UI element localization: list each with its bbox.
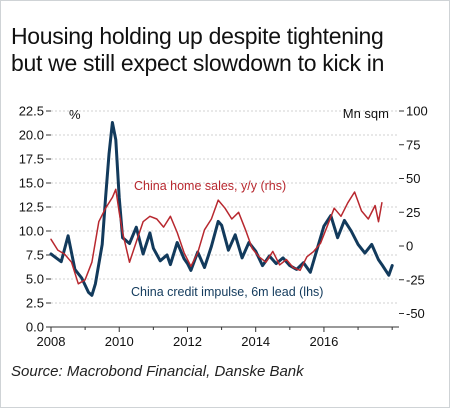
left-tick-label-2: 5.0 (26, 272, 44, 287)
right-tick-label-1: -25 (406, 272, 425, 287)
series-line-credit-impulse (49, 121, 394, 297)
x-tick-label-1: 2010 (105, 334, 134, 349)
series-line-home-sales (50, 188, 383, 285)
title-line-1: Housing holding up despite tightening (11, 23, 384, 49)
page-title: Housing holding up despite tightening bu… (11, 23, 441, 77)
annotation-credit-impulse: China credit impulse, 6m lead (lhs) (131, 285, 323, 299)
left-tick-label-3: 7.5 (26, 248, 44, 263)
left-tick-label-0: 0.0 (26, 320, 44, 335)
right-tick-label-0: -50 (406, 306, 425, 321)
left-tick-label-9: 22.5 (19, 104, 44, 119)
source-note: Source: Macrobond Financial, Danske Bank (11, 363, 304, 380)
x-tick-label-4: 2016 (309, 334, 338, 349)
left-tick-label-1: 2.5 (26, 296, 44, 311)
right-tick-label-2: 0 (406, 239, 413, 254)
left-tick-label-6: 15.0 (19, 176, 44, 191)
right-tick-label-6: 100 (406, 104, 428, 119)
left-axis-unit: % (69, 107, 81, 122)
right-tick-label-4: 50 (406, 171, 420, 186)
title-line-2: but we still expect slowdown to kick in (11, 50, 385, 76)
left-tick-label-5: 12.5 (19, 200, 44, 215)
annotation-home-sales: China home sales, y/y (rhs) (134, 179, 286, 193)
left-tick-label-8: 20.0 (19, 128, 44, 143)
x-tick-label-3: 2014 (241, 334, 270, 349)
x-tick-label-0: 2008 (37, 334, 66, 349)
right-axis-unit: Mn sqm (343, 106, 389, 121)
x-tick-label-2: 2012 (173, 334, 202, 349)
right-tick-label-5: 75 (406, 137, 420, 152)
right-tick-label-3: 25 (406, 205, 420, 220)
left-tick-label-4: 10.0 (19, 224, 44, 239)
left-tick-label-7: 17.5 (19, 152, 44, 167)
